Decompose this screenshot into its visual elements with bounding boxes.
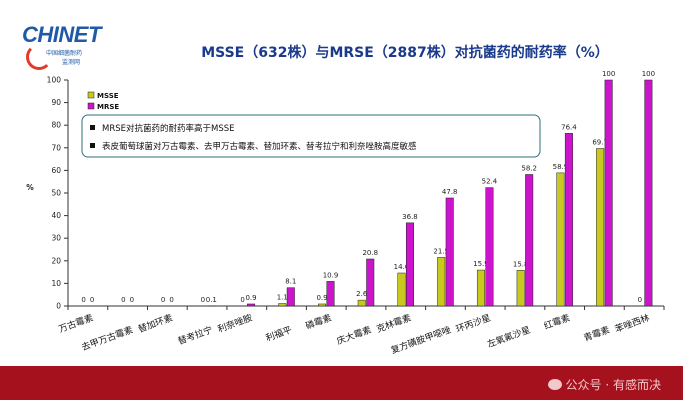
notes-box xyxy=(81,114,541,158)
bar-msse xyxy=(516,270,525,307)
y-tick-label: 90 xyxy=(51,98,61,107)
bar-mrse xyxy=(405,222,414,307)
bar-mrse xyxy=(366,258,375,307)
y-tick-label: 20 xyxy=(51,256,61,265)
note-text: 表皮葡萄球菌对万古霉素、去甲万古霉素、替加环素、替考拉宁和利奈唑胺高度敏感 xyxy=(102,141,417,152)
category-label: 克林霉素 xyxy=(375,312,413,336)
bar-msse xyxy=(476,269,485,307)
category-label: 利福平 xyxy=(264,324,293,345)
data-label-msse: 0 xyxy=(81,296,85,304)
bar-mrse xyxy=(525,174,534,307)
data-label-msse: 69.7 xyxy=(592,138,608,146)
y-tick-label: 60 xyxy=(51,166,61,175)
data-label-mrse: 0.9 xyxy=(245,294,256,302)
y-tick-label: 70 xyxy=(51,143,61,152)
bar-mrse xyxy=(485,187,494,307)
chart-title: MSSE（632株）与MRSE（2887株）对抗菌药的耐药率（%） xyxy=(201,45,609,61)
data-label-msse: 58.9 xyxy=(553,163,569,171)
data-label-msse: 1.1 xyxy=(277,294,288,302)
category-label: 去甲万古霉素 xyxy=(80,324,135,354)
data-label-msse: 15.8 xyxy=(513,260,529,268)
data-label-mrse: 0 xyxy=(90,296,94,304)
data-label-mrse: 10.9 xyxy=(323,271,339,279)
legend-swatch-msse xyxy=(87,91,95,99)
category-label: 替考拉宁 xyxy=(176,324,214,348)
bar-mrse xyxy=(604,79,613,307)
bar-mrse xyxy=(286,287,295,307)
note-text: MRSE对抗菌药的耐药率高于MSSE xyxy=(102,123,235,134)
logo-mark: CHINET xyxy=(22,22,101,47)
logo-subtitle-2: 监测网 xyxy=(62,59,81,66)
legend-swatch-mrse xyxy=(87,102,95,110)
data-label-mrse: 8.1 xyxy=(285,278,296,286)
data-label-mrse: 47.8 xyxy=(442,188,458,196)
bar-msse xyxy=(556,172,565,307)
bar-mrse xyxy=(247,303,256,307)
category-label: 复方磺胺甲噁唑 xyxy=(389,324,452,357)
wechat-icon xyxy=(547,379,562,390)
data-label-msse: 15.9 xyxy=(473,260,489,268)
note-bullet xyxy=(90,143,95,148)
y-tick-label: 50 xyxy=(51,189,61,198)
category-label: 环丙沙星 xyxy=(455,312,493,335)
data-label-mrse: 0 xyxy=(169,296,173,304)
bar-mrse xyxy=(564,133,573,307)
chinet-logo: CHINET 中国细菌耐药 监测网 xyxy=(22,22,132,70)
data-label-msse: 0 xyxy=(638,296,642,304)
data-label-msse: 0 xyxy=(121,296,125,304)
data-label-mrse: 100 xyxy=(642,70,655,78)
category-label: 青霉素 xyxy=(582,324,611,345)
data-label-mrse: 52.4 xyxy=(482,178,498,186)
bar-mrse xyxy=(644,79,653,307)
data-label-mrse: 0 xyxy=(130,296,134,304)
bar-msse xyxy=(437,257,446,307)
y-tick-label: 40 xyxy=(51,211,61,220)
data-label-mrse: 0.1 xyxy=(206,296,217,304)
legend-label-msse: MSSE xyxy=(97,92,119,100)
y-tick-label: 80 xyxy=(51,121,61,130)
watermark-text: 公众号 · 有感而决 xyxy=(565,378,661,392)
y-tick-label: 100 xyxy=(47,76,62,85)
category-label: 磷霉素 xyxy=(304,312,333,333)
category-label: 万古霉素 xyxy=(57,312,95,336)
data-label-mrse: 76.4 xyxy=(561,123,577,131)
data-label-msse: 21.5 xyxy=(433,247,449,255)
logo-subtitle-1: 中国细菌耐药 xyxy=(46,50,83,57)
logo-swoosh-icon xyxy=(26,44,52,70)
data-label-mrse: 100 xyxy=(602,70,615,78)
data-label-msse: 0 xyxy=(240,296,244,304)
data-label-mrse: 58.2 xyxy=(521,164,537,172)
data-label-msse: 2.6 xyxy=(356,290,368,298)
category-label: 庆大霉素 xyxy=(335,324,373,348)
bar-msse xyxy=(357,299,366,307)
data-label-msse: 14.6 xyxy=(394,263,410,271)
category-label: 利奈唑胺 xyxy=(216,312,254,336)
data-label-msse: 0 xyxy=(161,296,165,304)
footer-band xyxy=(0,366,683,400)
category-label: 红霉素 xyxy=(542,312,571,333)
data-label-mrse: 36.8 xyxy=(402,213,418,221)
bar-mrse xyxy=(326,281,335,307)
data-label-msse: 0 xyxy=(201,296,205,304)
category-label: 苯唑西林 xyxy=(613,312,651,336)
bar-msse xyxy=(318,303,327,307)
y-tick-label: 30 xyxy=(51,234,61,243)
y-axis-label: % xyxy=(26,183,34,192)
data-label-msse: 0.9 xyxy=(316,294,327,302)
y-tick-label: 10 xyxy=(51,279,61,288)
bar-msse xyxy=(278,303,287,307)
watermark: 公众号 · 有感而决 xyxy=(547,376,661,393)
bar-mrse xyxy=(445,197,454,307)
note-bullet xyxy=(90,125,95,130)
category-label: 左氧氟沙星 xyxy=(486,324,532,351)
data-label-mrse: 20.8 xyxy=(362,249,378,257)
bar-msse xyxy=(397,272,406,307)
legend-label-mrse: MRSE xyxy=(97,103,119,111)
bar-msse xyxy=(596,148,605,307)
y-tick-label: 0 xyxy=(56,302,61,311)
category-label: 替加环素 xyxy=(136,312,174,336)
